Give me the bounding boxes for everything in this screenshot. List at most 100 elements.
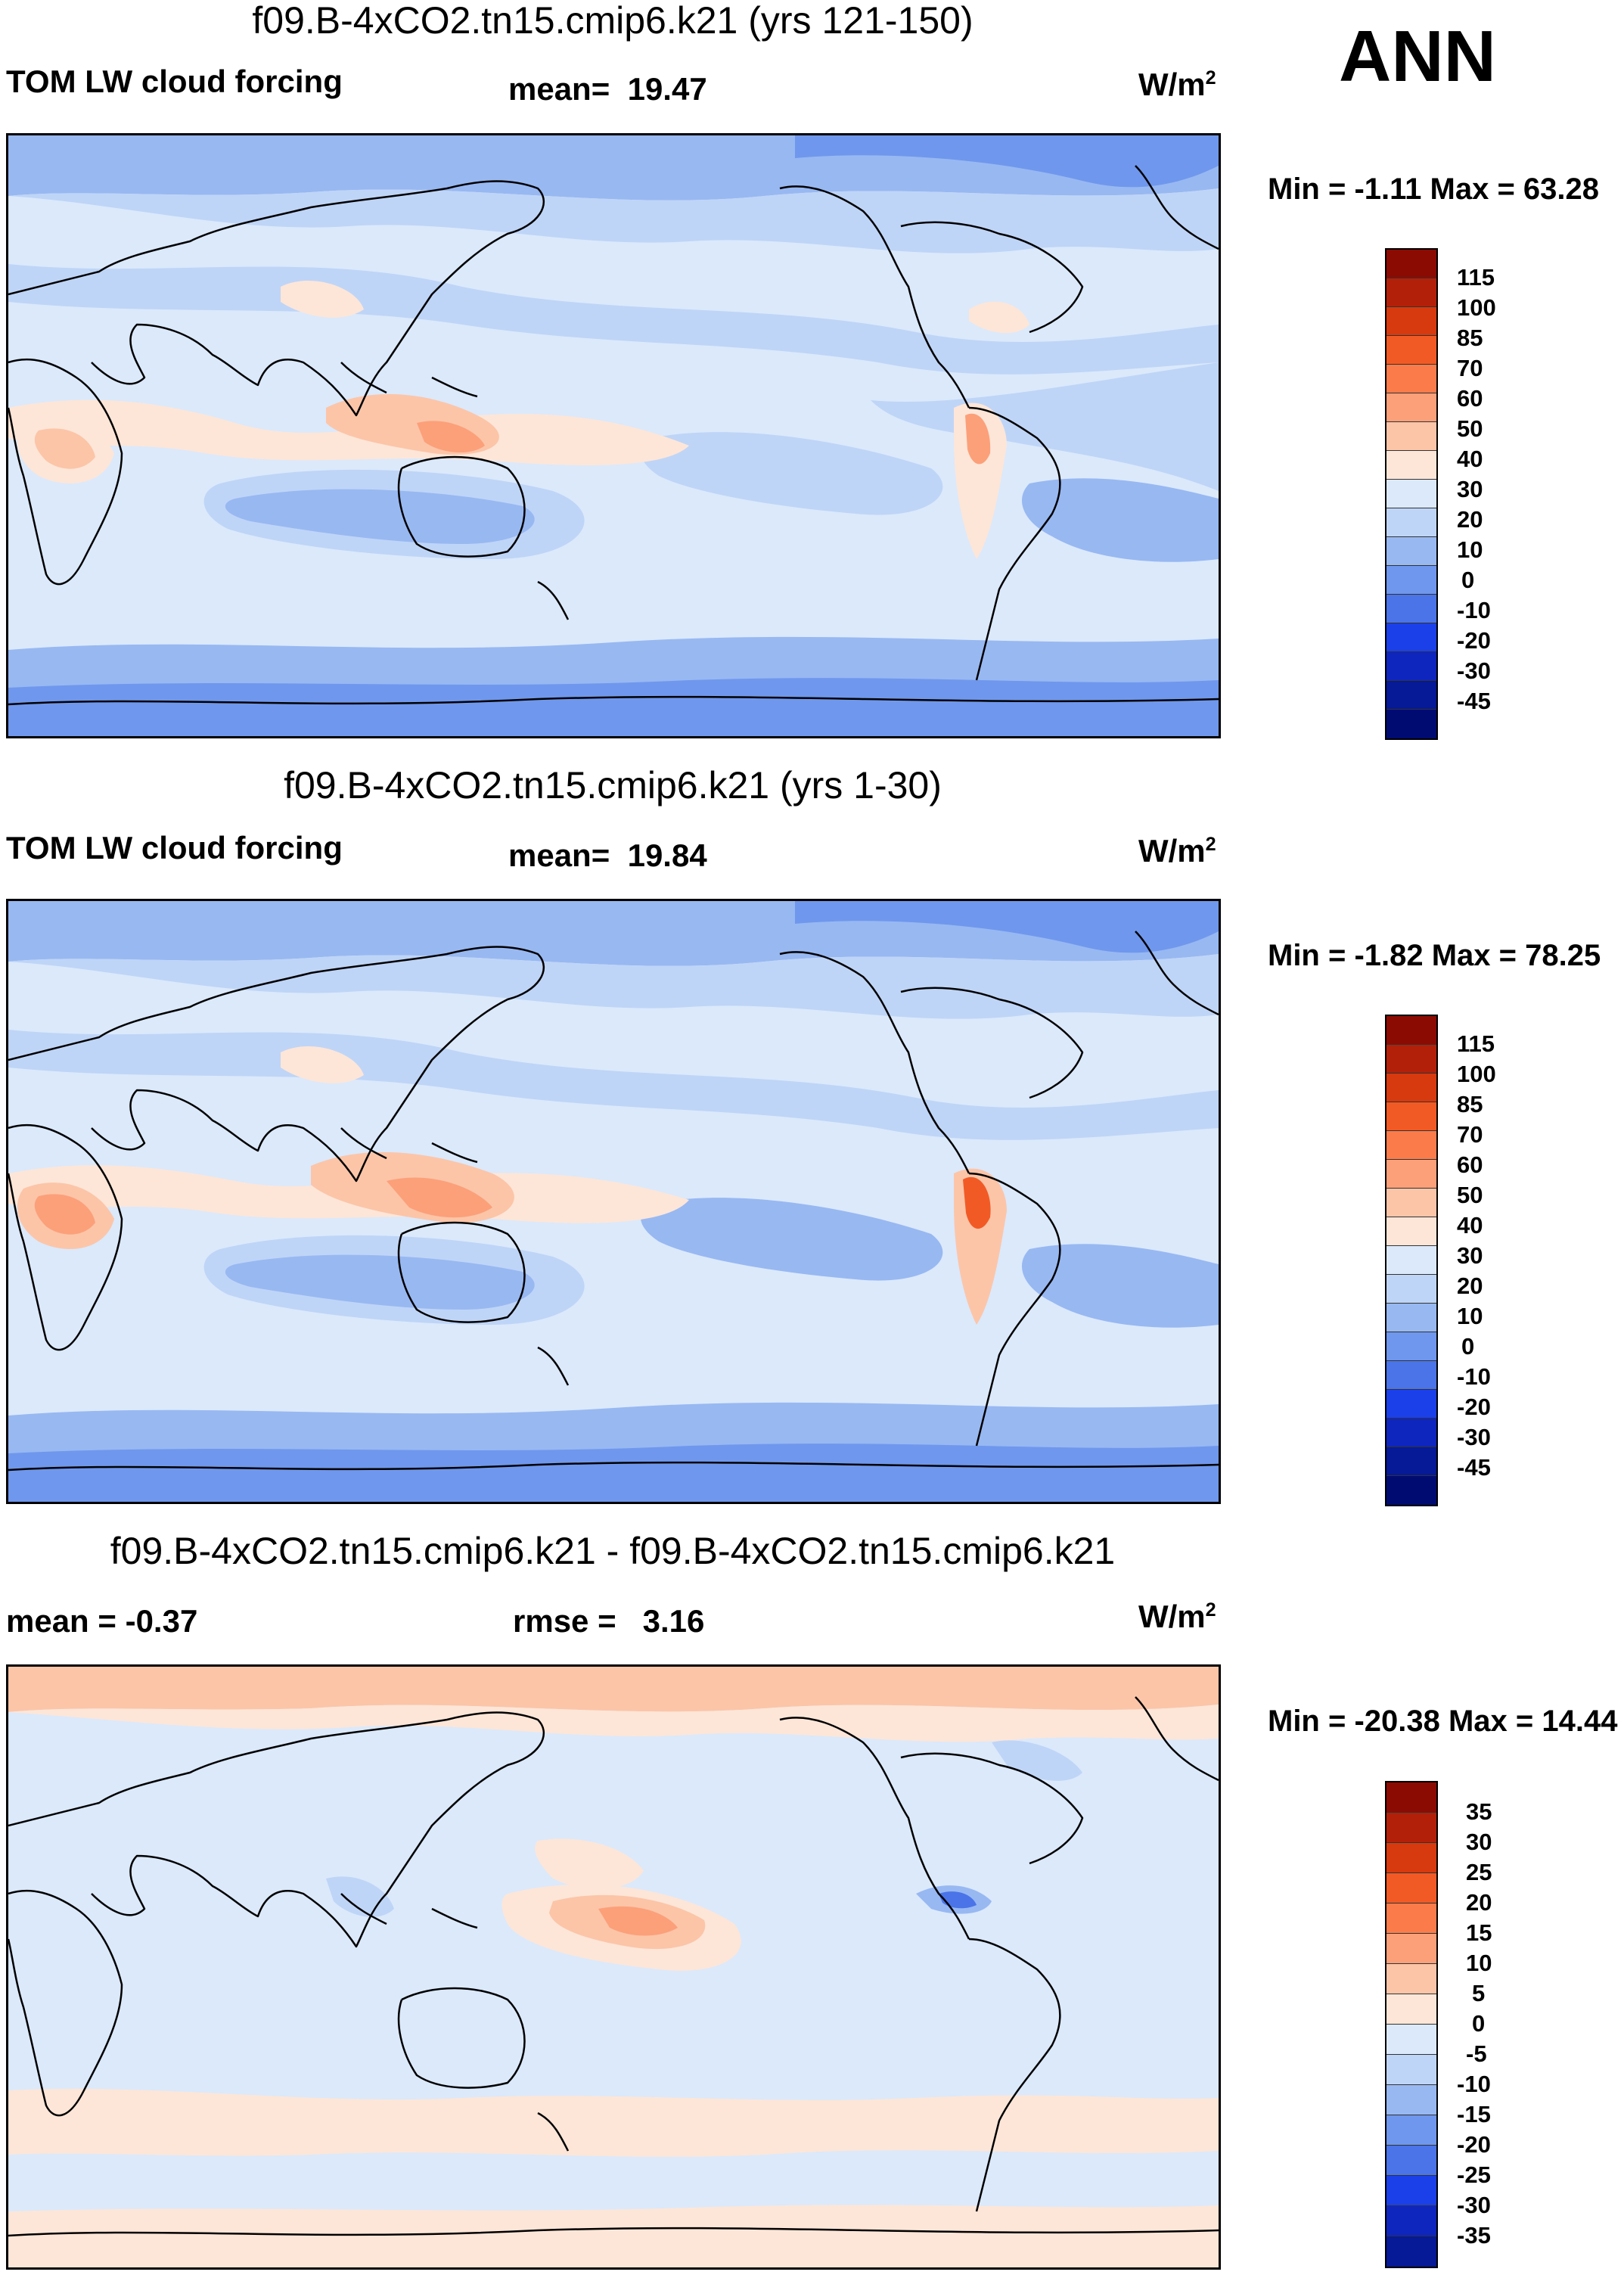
panel-1-title: f09.B-4xCO2.tn15.cmip6.k21 (yrs 121-150): [252, 0, 973, 42]
panel-1-cbar-label: 10: [1457, 536, 1483, 563]
panel-1-mean-value: 19.47: [627, 71, 707, 107]
panel-2-mean-value: 19.84: [627, 838, 707, 873]
panel-1-cbar-label: 85: [1457, 325, 1483, 351]
panel-1-cbar-label: 40: [1457, 446, 1483, 472]
panel-1-cbar-swatch-10: [1386, 508, 1436, 537]
panel-2-cbar-label: 100: [1457, 1061, 1496, 1087]
panel-1-mean-label: mean=: [508, 71, 610, 107]
panel-1-cbar-swatch-2: [1386, 278, 1436, 307]
panel-1-cbar-swatch-5: [1386, 365, 1436, 393]
panel-3-rmse-value: 3.16: [642, 1603, 705, 1639]
season-label: ANN: [1339, 16, 1496, 97]
panel-2-cbar-swatch-3: [1386, 1074, 1436, 1102]
panel-3-cbar-label: -25: [1457, 2161, 1491, 2188]
panel-3-cbar-label: 0: [1472, 2010, 1486, 2037]
panel-2-cbar-swatch-7: [1386, 1189, 1436, 1217]
panel-2-minmax: Min = -1.82 Max = 78.25: [1268, 939, 1601, 972]
panel-3-cbar-label: -10: [1457, 2071, 1491, 2097]
panel-1-cbar-label: 100: [1457, 294, 1496, 321]
panel-3-cbar-swatch-4: [1386, 1873, 1436, 1904]
panel-3-cbar-label: -20: [1457, 2131, 1491, 2158]
panel-3-rmse-label: rmse =: [513, 1603, 616, 1639]
panel-3-cbar-swatch-7: [1386, 1964, 1436, 1994]
panel-2-variable-label: TOM LW cloud forcing: [6, 830, 343, 866]
panel-3-cbar-label: -5: [1466, 2040, 1487, 2067]
panel-2-units: W/m2: [1138, 833, 1216, 869]
panel-2-cbar-swatch-9: [1386, 1246, 1436, 1275]
panel-3-cbar-label: 10: [1466, 1950, 1492, 1976]
panel-3-cbar-swatch-14: [1386, 2176, 1436, 2206]
panel-2-cbar-swatch-4: [1386, 1102, 1436, 1131]
panel-2-colorbar: [1385, 1015, 1438, 1506]
panel-1-cbar-label: 30: [1457, 476, 1483, 502]
panel-3-cbar-label: -35: [1457, 2222, 1491, 2248]
panel-3-mean: mean = -0.37: [6, 1603, 198, 1639]
panel-2-mean: mean= 19.84: [508, 838, 707, 874]
panel-1-cbar-swatch-7: [1386, 422, 1436, 451]
panel-3-cbar-swatch-16: [1386, 2236, 1436, 2267]
panel-2-cbar-label: 30: [1457, 1242, 1483, 1269]
panel-2-cbar-swatch-14: [1386, 1390, 1436, 1419]
panel-2-cbar-label: 40: [1457, 1212, 1483, 1238]
panel-3-cbar-label: 20: [1466, 1889, 1492, 1916]
panel-1-cbar-label: 115: [1457, 264, 1495, 291]
panel-3-cbar-label: -15: [1457, 2101, 1491, 2127]
panel-1-cbar-swatch-3: [1386, 307, 1436, 336]
panel-3-units: W/m2: [1138, 1599, 1216, 1634]
panel-1-cbar-swatch-1: [1386, 250, 1436, 278]
panel-1-contour-field: [8, 135, 1219, 736]
panel-1-cbar-swatch-16: [1386, 681, 1436, 710]
panel-3-contour-field: [8, 1667, 1219, 2267]
panel-2-cbar-label: 10: [1457, 1303, 1483, 1329]
panel-1-mean: mean= 19.47: [508, 71, 707, 107]
panel-2-cbar-swatch-11: [1386, 1304, 1436, 1332]
panel-2-cbar-label: 60: [1457, 1151, 1483, 1178]
panel-1-cbar-label: 0: [1461, 567, 1475, 593]
panel-2-cbar-swatch-10: [1386, 1275, 1436, 1304]
panel-2-cbar-swatch-1: [1386, 1016, 1436, 1045]
panel-3-cbar-swatch-1: [1386, 1782, 1436, 1813]
panel-2-cbar-swatch-15: [1386, 1419, 1436, 1447]
panel-3-cbar-swatch-5: [1386, 1904, 1436, 1934]
panel-2-map: [6, 899, 1221, 1504]
panel-3-cbar-swatch-10: [1386, 2055, 1436, 2085]
panel-3-cbar-label: 25: [1466, 1859, 1492, 1885]
panel-2-cbar-swatch-13: [1386, 1361, 1436, 1390]
panel-2-cbar-label: 115: [1457, 1030, 1495, 1057]
panel-3-rmse: rmse = 3.16: [513, 1603, 704, 1639]
panel-2-title: f09.B-4xCO2.tn15.cmip6.k21 (yrs 1-30): [284, 764, 942, 806]
panel-1-cbar-swatch-17: [1386, 710, 1436, 738]
panel-1-cbar-swatch-13: [1386, 595, 1436, 623]
panel-1-cbar-label: -30: [1457, 657, 1491, 684]
panel-2-cbar-swatch-12: [1386, 1332, 1436, 1361]
panel-1-cbar-label: -10: [1457, 597, 1491, 623]
panel-1-cbar-swatch-15: [1386, 652, 1436, 681]
panel-3-cbar-swatch-8: [1386, 1994, 1436, 2025]
panel-1-cbar-swatch-14: [1386, 623, 1436, 652]
panel-3-title: f09.B-4xCO2.tn15.cmip6.k21 - f09.B-4xCO2…: [110, 1530, 1116, 1572]
panel-1-cbar-swatch-8: [1386, 451, 1436, 480]
panel-1-cbar-label: 50: [1457, 415, 1483, 442]
panel-1-cbar-swatch-4: [1386, 336, 1436, 365]
panel-3-colorbar: [1385, 1781, 1438, 2268]
panel-1-cbar-label: 20: [1457, 506, 1483, 533]
panel-2-cbar-label: 50: [1457, 1182, 1483, 1208]
panel-1-cbar-swatch-6: [1386, 393, 1436, 422]
panel-3-cbar-swatch-15: [1386, 2206, 1436, 2236]
panel-3-cbar-swatch-3: [1386, 1843, 1436, 1873]
panel-2-cbar-swatch-6: [1386, 1160, 1436, 1189]
panel-2-cbar-label: -30: [1457, 1424, 1491, 1450]
panel-1-units: W/m2: [1138, 67, 1216, 102]
panel-3-cbar-label: 35: [1466, 1798, 1492, 1825]
panel-3-cbar-swatch-6: [1386, 1934, 1436, 1964]
panel-3-cbar-label: 5: [1472, 1980, 1486, 2006]
panel-2-cbar-swatch-16: [1386, 1447, 1436, 1476]
panel-2-cbar-label: 20: [1457, 1273, 1483, 1299]
panel-3-cbar-label: 15: [1466, 1919, 1492, 1946]
panel-3-minmax: Min = -20.38 Max = 14.44: [1268, 1705, 1618, 1738]
panel-2-cbar-label: -45: [1457, 1454, 1491, 1481]
panel-2-cbar-swatch-8: [1386, 1217, 1436, 1246]
panel-1-cbar-swatch-11: [1386, 537, 1436, 566]
panel-1-cbar-label: -45: [1457, 688, 1491, 714]
panel-1-variable-label: TOM LW cloud forcing: [6, 64, 343, 99]
